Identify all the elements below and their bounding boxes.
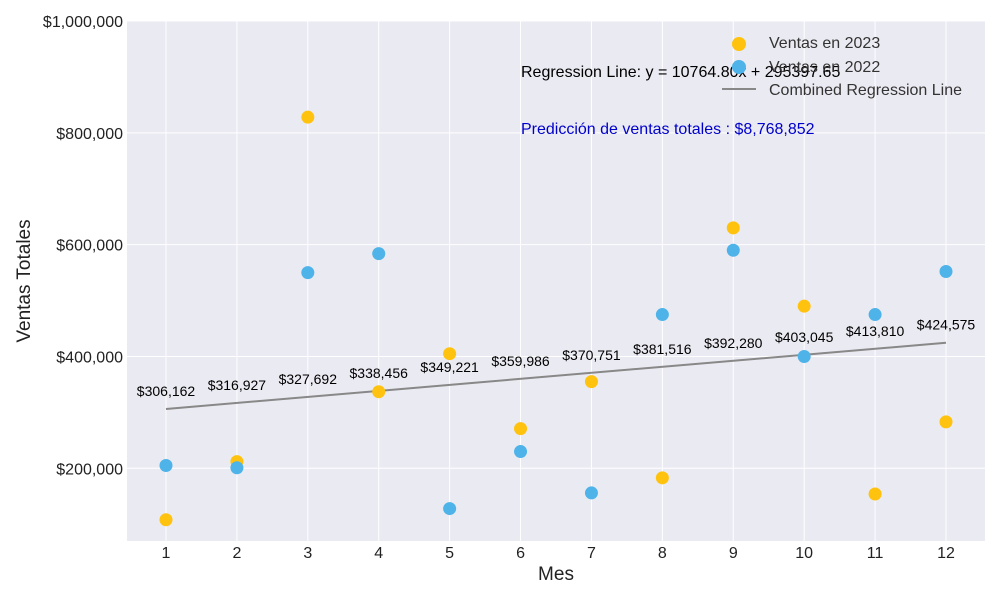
regression-labels: $306,162 $316,927 $327,692 $338,456 $349,221…: [137, 317, 976, 399]
point-ventas-2022: [301, 266, 315, 280]
point-ventas-2023: [301, 110, 315, 124]
point-ventas-2023: [159, 513, 173, 527]
point-ventas-2022: [655, 308, 669, 322]
point-ventas-2022: [584, 486, 598, 500]
point-ventas-2023: [372, 385, 386, 399]
point-ventas-2023: [443, 347, 457, 361]
points-layer: [159, 110, 953, 527]
regression-value-label: $370,751: [562, 347, 621, 363]
regression-line: [165, 341, 947, 410]
legend-marker-ventas-2022: [732, 60, 746, 74]
point-ventas-2022: [726, 243, 740, 257]
legend-label-ventas-2023: Ventas en 2023: [769, 35, 880, 52]
regression-value-label: $413,810: [846, 323, 905, 339]
regression-value-label: $316,927: [208, 377, 267, 393]
x-tick-label: 3: [303, 545, 312, 562]
x-tick-label: 2: [232, 545, 241, 562]
regression-value-label: $392,280: [704, 335, 763, 351]
point-ventas-2023: [514, 422, 528, 436]
regression-value-label: $349,221: [420, 359, 479, 375]
prediction-annotation: Predicción de ventas totales : $8,768,85…: [521, 121, 815, 138]
y-axis-label: Ventas Totales: [14, 219, 35, 342]
grid-lines: [127, 20, 985, 541]
regression-value-label: $403,045: [775, 329, 834, 345]
regression-layer: [165, 341, 947, 410]
point-ventas-2023: [584, 375, 598, 389]
tick-labels: 1 2 3 4 5 6 7 8 9 10 11 12$200,000$400,000$600,000$…: [43, 14, 955, 562]
x-tick-label: 5: [445, 545, 454, 562]
x-tick-label: 9: [729, 545, 738, 562]
point-ventas-2022: [159, 459, 173, 473]
x-tick-label: 6: [516, 545, 525, 562]
point-ventas-2022: [939, 264, 953, 278]
x-tick-label: 11: [867, 545, 884, 562]
plot-area: [127, 21, 985, 541]
point-ventas-2023: [655, 471, 669, 485]
y-tick-label: $1,000,000: [43, 14, 123, 31]
regression-value-label: $424,575: [917, 317, 976, 333]
point-ventas-2022: [443, 502, 457, 516]
point-ventas-2022: [797, 349, 811, 363]
legend: Ventas en 2023 Ventas en 2022 Combined R…: [722, 35, 962, 99]
y-tick-label: $400,000: [56, 349, 123, 366]
x-tick-label: 7: [587, 545, 596, 562]
legend-label-regression: Combined Regression Line: [769, 82, 962, 99]
point-ventas-2022: [230, 461, 244, 475]
x-tick-label: 1: [162, 545, 171, 562]
y-tick-label: $600,000: [56, 238, 123, 255]
x-tick-label: 10: [795, 545, 813, 562]
point-ventas-2023: [726, 221, 740, 235]
regression-value-label: $338,456: [350, 365, 409, 381]
regression-value-label: $359,986: [491, 353, 550, 369]
x-tick-label: 8: [658, 545, 667, 562]
point-ventas-2023: [797, 299, 811, 313]
legend-label-ventas-2022: Ventas en 2022: [769, 59, 880, 76]
x-axis-label: Mes: [538, 564, 574, 585]
regression-value-label: $306,162: [137, 383, 196, 399]
point-ventas-2023: [939, 415, 953, 429]
equation-annotation: Regression Line: y = 10764.80x + 295397.…: [521, 64, 840, 81]
point-ventas-2022: [868, 308, 882, 322]
y-tick-label: $200,000: [56, 461, 123, 478]
x-tick-label: 12: [937, 545, 955, 562]
regression-value-label: $327,692: [279, 371, 338, 387]
x-tick-label: 4: [374, 545, 383, 562]
legend-marker-ventas-2023: [732, 37, 746, 51]
point-ventas-2022: [514, 445, 528, 459]
regression-value-label: $381,516: [633, 341, 692, 357]
y-tick-label: $800,000: [56, 126, 123, 143]
point-ventas-2022: [372, 247, 386, 261]
point-ventas-2023: [868, 487, 882, 501]
